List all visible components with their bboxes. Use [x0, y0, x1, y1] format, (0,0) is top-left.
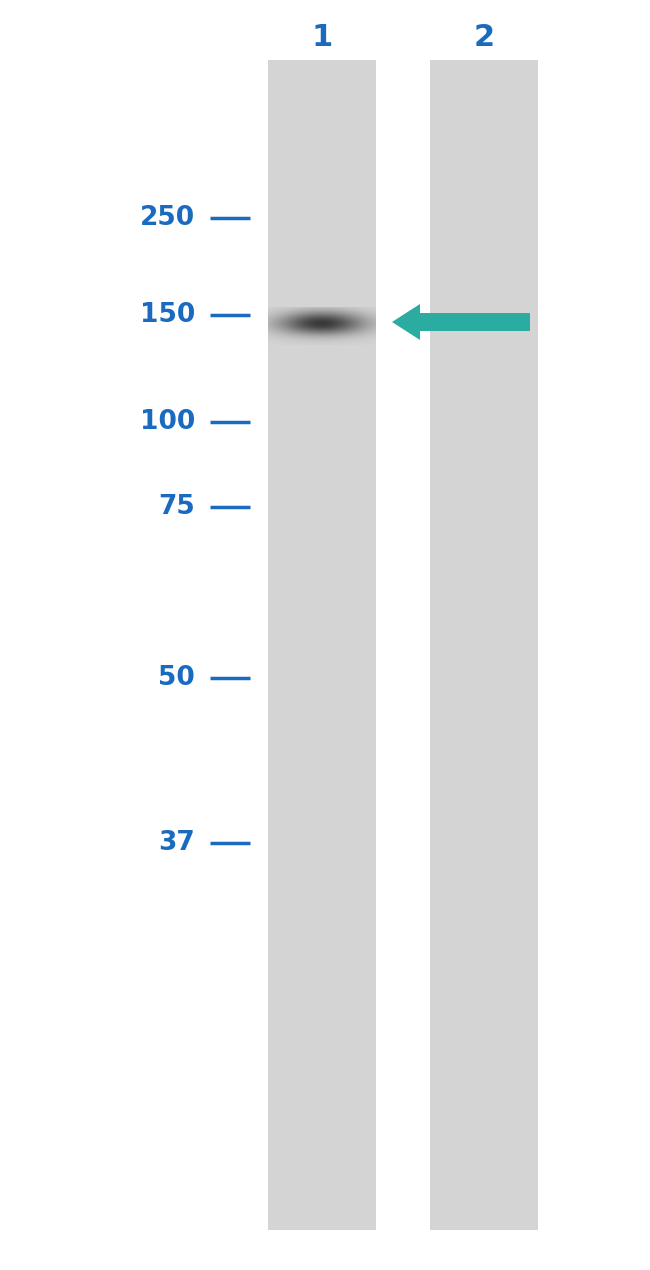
Text: 37: 37	[158, 831, 195, 856]
FancyArrow shape	[392, 304, 530, 340]
Text: 250: 250	[140, 204, 195, 231]
Bar	[268, 60, 376, 1231]
Text: 50: 50	[158, 665, 195, 691]
Bar	[430, 60, 538, 1231]
Text: 150: 150	[140, 302, 195, 328]
Text: 2: 2	[473, 24, 495, 52]
Text: 75: 75	[158, 494, 195, 519]
Text: 1: 1	[311, 24, 333, 52]
Text: 100: 100	[140, 409, 195, 436]
